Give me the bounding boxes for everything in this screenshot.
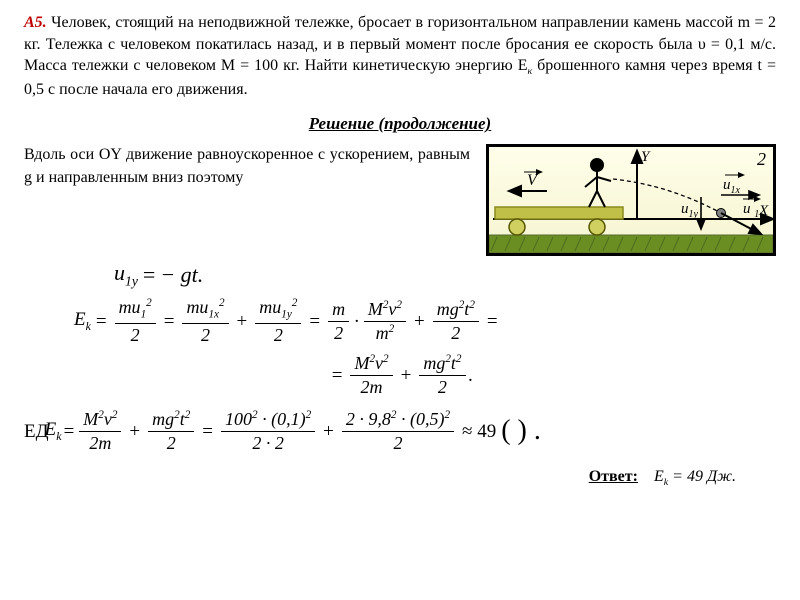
svg-text:u 1: u 1	[743, 201, 759, 220]
svg-text:u1y: u1y	[681, 201, 699, 220]
svg-text:Y: Y	[641, 149, 651, 165]
solution-paragraph: Вдоль оси OY движение равноускоренное с …	[24, 144, 474, 189]
eq-ek-line2: = M2v2 2m + mg2t2 2 .	[24, 352, 776, 398]
content-row: Вдоль оси OY движение равноускоренное с …	[24, 144, 776, 256]
svg-text:X: X	[758, 203, 769, 219]
answer-row: Ответ: Ek = 49 Дж.	[24, 468, 776, 488]
answer-label: Ответ:	[589, 468, 638, 485]
problem-label: A5.	[24, 14, 47, 31]
equations-block: u1y = − gt. Ek = mu12 2 = mu1x2 2 + mu1y…	[24, 262, 776, 454]
unit-parenthesis: ( ) .	[501, 417, 541, 445]
problem-statement: A5. Человек, стоящий на неподвижной теле…	[24, 12, 776, 100]
eq-numeric: ЕДEk= M2v2 2m + mg2t2 2 = 1002 · (0,1)2 …	[24, 408, 776, 454]
eq-ek-line1: Ek = mu12 2 = mu1x2 2 + mu1y2 2 = m 2 · …	[24, 296, 776, 346]
svg-text:2: 2	[757, 149, 766, 169]
physics-diagram: X Y	[486, 144, 776, 256]
svg-text:V: V	[527, 172, 539, 189]
svg-text:u1x: u1x	[723, 177, 741, 196]
solution-heading: Решение (продолжение)	[24, 114, 776, 134]
eq-u1y: u1y = − gt.	[24, 262, 776, 288]
